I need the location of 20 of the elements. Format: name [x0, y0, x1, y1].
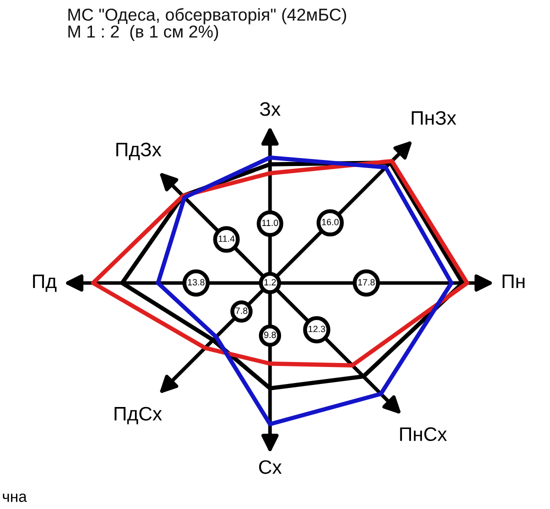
text: 12.3 — [308, 326, 326, 332]
spoke-label: ПдЗх — [116, 142, 162, 160]
spoke-label: Пд — [33, 274, 56, 292]
text: 9.8 — [264, 332, 276, 338]
spoke-label: Зх — [260, 102, 281, 116]
text: 7.8 — [236, 308, 248, 314]
text: 11.4 — [218, 236, 235, 242]
text: 17.8 — [358, 279, 375, 286]
text: 13.8 — [188, 279, 204, 286]
text: чна — [2, 494, 27, 502]
spoke-label: ПдСх — [114, 406, 162, 424]
spoke-label: Пн — [502, 274, 524, 288]
spoke-label: Сх — [259, 460, 282, 474]
chart-title: МС "Одеса, обсерваторія" (42мБС) — [68, 8, 346, 24]
chart-subtitle: М 1 : 2 (в 1 см 2%) — [68, 25, 218, 42]
spoke-label: ПнСх — [400, 427, 447, 442]
spoke-label: ПнЗх — [412, 111, 456, 125]
text: 1.2 — [264, 279, 276, 286]
text: 16.0 — [322, 218, 339, 226]
text: 11.0 — [262, 220, 278, 226]
